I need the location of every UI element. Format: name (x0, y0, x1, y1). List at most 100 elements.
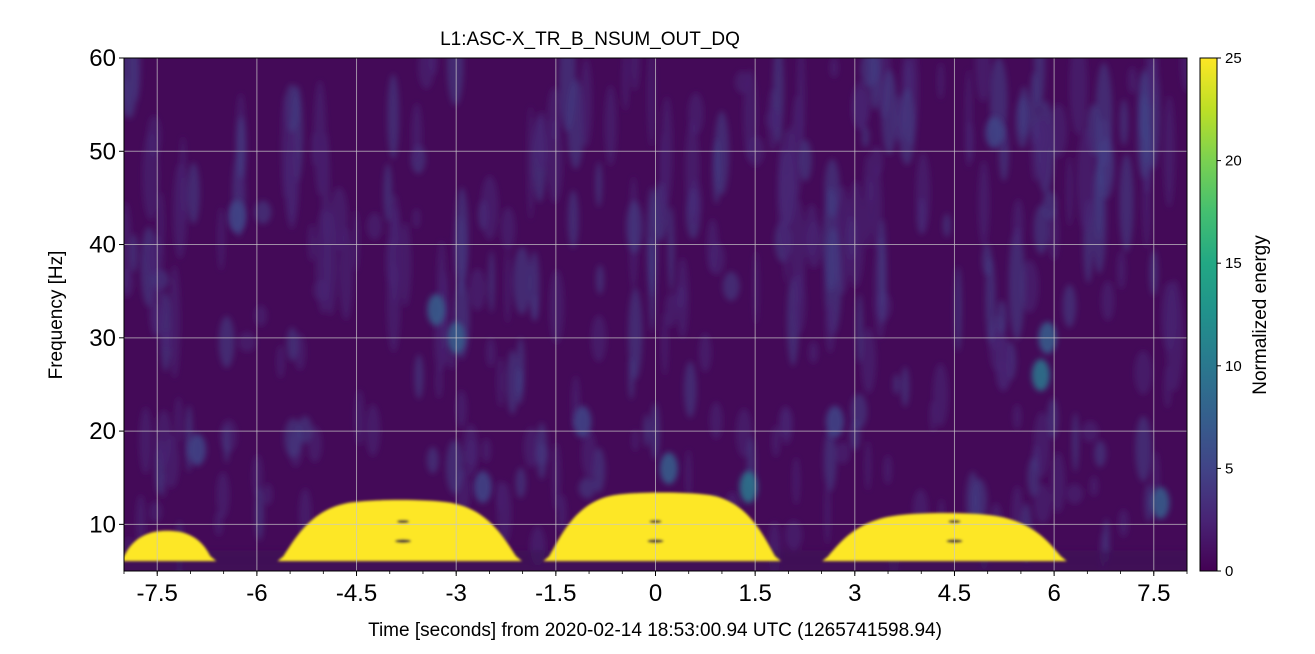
noise-blob (1134, 350, 1152, 395)
noise-blob (804, 203, 819, 258)
noise-blob (252, 454, 263, 498)
noise-blob (1012, 403, 1022, 430)
noise-blob (856, 293, 864, 364)
colorbar-ticks: 0 5 10 15 20 25 (1217, 50, 1242, 580)
noise-blob (628, 356, 635, 400)
noise-blob (1066, 156, 1073, 227)
noise-blob (829, 58, 839, 79)
noise-blob (735, 408, 753, 458)
noise-blob (486, 337, 496, 368)
colorbar-tick-label: 20 (1225, 153, 1242, 170)
noise-blob (546, 118, 563, 204)
noise-blob (1116, 250, 1126, 290)
noise-blob (155, 410, 173, 466)
grid-lines (124, 58, 1187, 571)
noise-blob (1047, 398, 1059, 440)
noise-blob (130, 234, 138, 273)
saturation-notch (395, 539, 412, 543)
noise-blob (847, 180, 865, 288)
noise-blob (864, 440, 872, 491)
x-tick-label: -1.5 (535, 580, 576, 607)
noise-blob (765, 107, 783, 132)
noise-blob (236, 116, 247, 180)
y-axis-ticks: 10 20 30 40 50 60 (89, 45, 124, 538)
noise-blob (500, 207, 516, 251)
noise-blob (1089, 475, 1099, 497)
noise-blob (852, 80, 870, 131)
noise-blob (516, 337, 525, 396)
noise-blob (223, 425, 230, 463)
noise-blob (1144, 483, 1153, 522)
y-tick-label: 30 (89, 325, 116, 352)
noise-blob (1021, 260, 1039, 313)
noise-blob (1119, 99, 1129, 146)
noise-blob (971, 478, 988, 523)
noise-blob (975, 58, 991, 103)
noise-blob (390, 207, 400, 248)
noise-blob (625, 200, 643, 254)
noise-texture (124, 58, 1187, 571)
noise-blob (435, 364, 443, 399)
energy-feature (659, 452, 678, 485)
saturated-regions (124, 492, 1067, 562)
energy-feature (825, 405, 844, 438)
noise-blob (860, 327, 877, 394)
noise-blob (643, 413, 650, 447)
noise-blob (238, 331, 256, 353)
noise-blob (124, 267, 134, 298)
energy-feature (739, 471, 758, 504)
y-tick-label: 60 (89, 45, 116, 72)
noise-blob (447, 349, 457, 370)
noise-blob (698, 332, 712, 373)
noise-blob (496, 356, 505, 408)
noise-blob (179, 135, 187, 224)
noise-blob (1118, 509, 1129, 538)
noise-blob (496, 480, 503, 512)
noise-blob (1072, 412, 1079, 472)
noise-blob (799, 139, 812, 182)
noise-blob (263, 483, 273, 506)
noise-blob (578, 477, 596, 499)
noise-blob (1101, 280, 1115, 321)
noise-blob (412, 208, 421, 229)
energy-feature (1031, 359, 1050, 392)
noise-blob (1008, 226, 1026, 341)
noise-blob (174, 396, 183, 443)
noise-blob (1069, 58, 1088, 136)
noise-blob (447, 58, 464, 106)
noise-blob (169, 265, 181, 379)
noise-blob (688, 178, 702, 227)
noise-blob (661, 312, 669, 376)
noise-blob (504, 250, 511, 324)
colorbar-tick-label: 10 (1225, 358, 1242, 375)
colorbar-tick-label: 5 (1225, 460, 1233, 477)
noise-blob (995, 336, 1013, 391)
noise-blob (1042, 190, 1057, 221)
noise-blob (869, 145, 884, 177)
noise-blob (784, 519, 803, 551)
noise-blob (1015, 96, 1030, 149)
noise-blob (667, 206, 675, 292)
saturated-region (124, 530, 217, 562)
noise-blob (708, 242, 726, 276)
noise-blob (1161, 281, 1178, 352)
noise-blob (146, 235, 164, 280)
noise-blob (286, 327, 298, 362)
noise-blob (217, 206, 225, 271)
x-tick-label: -4.5 (336, 580, 377, 607)
energy-feature (227, 200, 246, 233)
noise-blob (792, 456, 801, 506)
noise-blob (823, 429, 837, 492)
x-tick-label: -3 (446, 580, 467, 607)
y-tick-label: 40 (89, 232, 116, 259)
noise-blob (276, 345, 285, 379)
noise-blob (414, 354, 424, 399)
noise-blob (824, 480, 831, 545)
noise-blob (685, 449, 692, 500)
y-tick-label: 20 (89, 418, 116, 445)
noise-blob (307, 223, 316, 262)
noise-blob (883, 454, 892, 485)
saturated-region (277, 499, 522, 562)
noise-blob (527, 105, 535, 221)
noise-blob (218, 315, 235, 368)
